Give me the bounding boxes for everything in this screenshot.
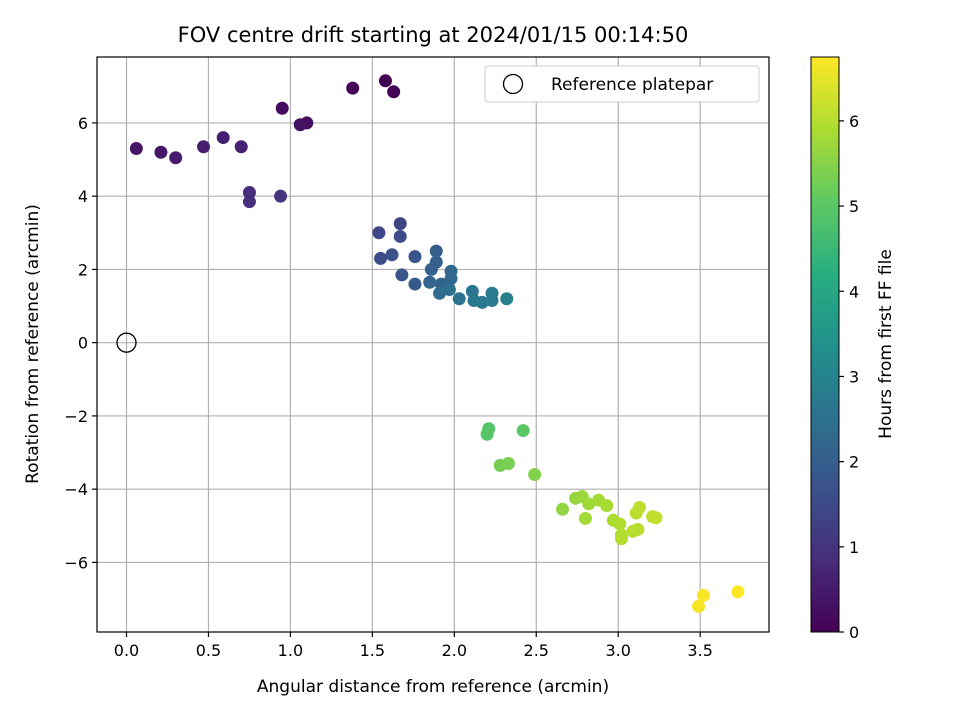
data-point <box>216 131 230 145</box>
legend-label: Reference platepar <box>551 75 713 95</box>
data-point <box>385 248 399 262</box>
y-tick-label: 0 <box>78 334 88 353</box>
grid <box>97 57 769 632</box>
legend: Reference platepar <box>484 65 760 103</box>
data-point <box>475 295 489 309</box>
data-point <box>485 294 499 308</box>
data-point <box>378 74 392 88</box>
data-point <box>731 585 745 599</box>
x-tick-label: 3.5 <box>687 641 712 660</box>
plot-frame <box>96 56 770 633</box>
data-point <box>444 272 458 286</box>
data-point <box>633 500 647 514</box>
data-point <box>429 244 443 258</box>
chart-title: FOV centre drift starting at 2024/01/15 … <box>178 23 689 47</box>
data-point <box>395 268 409 282</box>
colorbar: 0 1 2 3 4 5 6 Hours from first FF file <box>810 56 896 642</box>
x-axis-ticks: 0.0 0.5 1.0 1.5 2.0 2.5 3.0 3.5 <box>114 632 713 660</box>
y-tick-label: −4 <box>64 480 88 499</box>
data-point <box>372 226 386 240</box>
x-tick-label: 3.0 <box>605 641 630 660</box>
colorbar-tick-label: 3 <box>849 367 859 386</box>
data-point <box>582 497 596 511</box>
data-point <box>393 217 407 231</box>
x-tick-label: 2.5 <box>524 641 549 660</box>
data-point <box>393 229 407 243</box>
data-point <box>692 599 706 613</box>
x-tick-label: 0.5 <box>196 641 221 660</box>
data-point <box>423 275 437 289</box>
colorbar-tick-label: 2 <box>849 453 859 472</box>
y-axis-ticks: −6 −4 −2 0 2 4 6 <box>64 114 97 572</box>
colorbar-gradient <box>810 56 840 633</box>
x-axis-label: Angular distance from reference (arcmin) <box>257 677 609 697</box>
reference-platepar-marker <box>116 332 137 353</box>
colorbar-tick-label: 0 <box>849 623 859 642</box>
data-point <box>600 499 614 513</box>
data-point <box>442 283 456 297</box>
data-point <box>346 81 360 95</box>
data-point <box>408 250 422 264</box>
data-point <box>631 522 645 536</box>
colorbar-tick-label: 4 <box>849 282 859 301</box>
x-tick-label: 1.5 <box>360 641 385 660</box>
y-tick-label: −6 <box>64 553 88 572</box>
colorbar-tick-label: 5 <box>849 197 859 216</box>
data-point <box>293 118 307 132</box>
legend-box <box>484 65 760 103</box>
y-axis-label: Rotation from reference (arcmin) <box>23 204 43 484</box>
data-point <box>242 195 256 209</box>
y-tick-label: −2 <box>64 407 88 426</box>
data-point <box>696 588 710 602</box>
data-point <box>387 85 401 99</box>
data-point <box>234 140 248 154</box>
data-point <box>197 140 211 154</box>
x-tick-label: 0.0 <box>114 641 139 660</box>
data-point <box>169 151 183 165</box>
colorbar-label: Hours from first FF file <box>876 249 896 439</box>
data-point <box>480 427 494 441</box>
data-point <box>500 292 514 306</box>
data-point <box>275 101 289 115</box>
data-points <box>129 74 745 613</box>
colorbar-tick-label: 6 <box>849 112 859 131</box>
data-point <box>516 424 530 438</box>
y-tick-label: 4 <box>78 187 88 206</box>
data-point <box>452 292 466 306</box>
data-point <box>274 189 288 203</box>
data-point <box>408 277 422 291</box>
data-point <box>613 517 627 531</box>
legend-marker <box>502 73 524 95</box>
data-point <box>614 532 628 546</box>
x-tick-label: 1.0 <box>278 641 303 660</box>
data-point <box>555 502 569 516</box>
data-point <box>433 286 447 300</box>
x-tick-label: 2.0 <box>442 641 467 660</box>
data-point <box>374 251 388 265</box>
data-point <box>501 457 515 471</box>
data-point <box>154 145 168 159</box>
data-point <box>129 142 143 156</box>
data-point <box>424 262 438 276</box>
colorbar-tick-label: 1 <box>849 538 859 557</box>
data-point <box>242 186 256 200</box>
colorbar-ticks: 0 1 2 3 4 5 6 <box>839 112 859 642</box>
y-tick-label: 2 <box>78 260 88 279</box>
reference-layer <box>116 332 137 353</box>
data-point <box>649 511 663 525</box>
data-point <box>578 511 592 525</box>
data-point <box>528 468 542 482</box>
y-tick-label: 6 <box>78 114 88 133</box>
